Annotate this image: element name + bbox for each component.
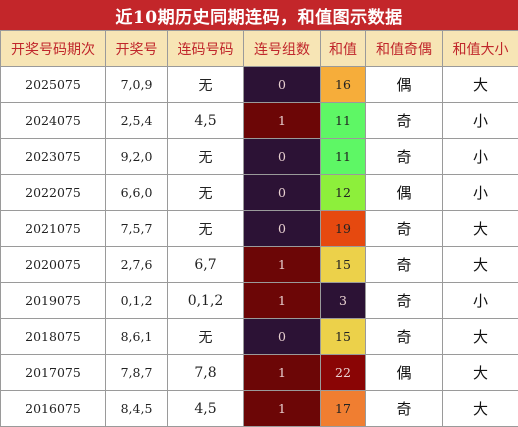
period-cell: 2024075 <box>1 103 106 139</box>
parity-cell: 偶 <box>366 355 443 391</box>
size-cell: 大 <box>443 319 518 355</box>
numbers-cell: 9,2,0 <box>106 139 168 175</box>
sum-cell: 17 <box>321 391 366 427</box>
parity-cell: 奇 <box>366 391 443 427</box>
numbers-cell: 6,6,0 <box>106 175 168 211</box>
size-cell: 大 <box>443 67 518 103</box>
table-row: 2022075 6,6,0 无 0 12 偶 小 <box>1 175 518 211</box>
lianma-cell: 4,5 <box>168 391 244 427</box>
size-cell: 小 <box>443 139 518 175</box>
groups-cell: 0 <box>244 319 321 355</box>
header-numbers: 开奖号 <box>106 31 168 67</box>
numbers-cell: 7,5,7 <box>106 211 168 247</box>
lianma-cell: 6,7 <box>168 247 244 283</box>
lianma-cell: 0,1,2 <box>168 283 244 319</box>
groups-cell: 0 <box>244 175 321 211</box>
table-row: 2024075 2,5,4 4,5 1 11 奇 小 <box>1 103 518 139</box>
parity-cell: 奇 <box>366 103 443 139</box>
groups-cell: 1 <box>244 283 321 319</box>
numbers-cell: 8,4,5 <box>106 391 168 427</box>
size-cell: 小 <box>443 103 518 139</box>
sum-cell: 16 <box>321 67 366 103</box>
period-cell: 2021075 <box>1 211 106 247</box>
parity-cell: 奇 <box>366 247 443 283</box>
table-row: 2025075 7,0,9 无 0 16 偶 大 <box>1 67 518 103</box>
panel-title: 近10期历史同期连码，和值图示数据 <box>0 0 518 30</box>
lianma-cell: 无 <box>168 319 244 355</box>
lianma-cell: 4,5 <box>168 103 244 139</box>
lianma-cell: 无 <box>168 67 244 103</box>
numbers-cell: 7,8,7 <box>106 355 168 391</box>
table-row: 2017075 7,8,7 7,8 1 22 偶 大 <box>1 355 518 391</box>
groups-cell: 0 <box>244 139 321 175</box>
table-row: 2023075 9,2,0 无 0 11 奇 小 <box>1 139 518 175</box>
groups-cell: 0 <box>244 67 321 103</box>
header-parity: 和值奇偶 <box>366 31 443 67</box>
lianma-cell: 无 <box>168 175 244 211</box>
period-cell: 2018075 <box>1 319 106 355</box>
period-cell: 2022075 <box>1 175 106 211</box>
size-cell: 大 <box>443 247 518 283</box>
period-cell: 2023075 <box>1 139 106 175</box>
lianma-cell: 无 <box>168 139 244 175</box>
history-table: 开奖号码期次 开奖号 连码号码 连号组数 和值 和值奇偶 和值大小 202507… <box>0 30 518 427</box>
header-size: 和值大小 <box>443 31 518 67</box>
header-period: 开奖号码期次 <box>1 31 106 67</box>
lottery-history-panel: 近10期历史同期连码，和值图示数据 开奖号码期次 开奖号 连码号码 连号组数 和… <box>0 0 518 415</box>
period-cell: 2016075 <box>1 391 106 427</box>
numbers-cell: 2,7,6 <box>106 247 168 283</box>
parity-cell: 奇 <box>366 139 443 175</box>
size-cell: 大 <box>443 355 518 391</box>
lianma-cell: 7,8 <box>168 355 244 391</box>
table-row: 2016075 8,4,5 4,5 1 17 奇 大 <box>1 391 518 427</box>
lianma-cell: 无 <box>168 211 244 247</box>
header-sum: 和值 <box>321 31 366 67</box>
groups-cell: 1 <box>244 355 321 391</box>
numbers-cell: 0,1,2 <box>106 283 168 319</box>
parity-cell: 奇 <box>366 319 443 355</box>
period-cell: 2025075 <box>1 67 106 103</box>
size-cell: 大 <box>443 391 518 427</box>
groups-cell: 1 <box>244 391 321 427</box>
size-cell: 小 <box>443 283 518 319</box>
sum-cell: 15 <box>321 247 366 283</box>
sum-cell: 11 <box>321 103 366 139</box>
numbers-cell: 7,0,9 <box>106 67 168 103</box>
sum-cell: 22 <box>321 355 366 391</box>
table-row: 2021075 7,5,7 无 0 19 奇 大 <box>1 211 518 247</box>
table-row: 2020075 2,7,6 6,7 1 15 奇 大 <box>1 247 518 283</box>
sum-cell: 19 <box>321 211 366 247</box>
parity-cell: 奇 <box>366 283 443 319</box>
table-body: 2025075 7,0,9 无 0 16 偶 大 2024075 2,5,4 4… <box>1 67 518 427</box>
groups-cell: 1 <box>244 247 321 283</box>
parity-cell: 偶 <box>366 175 443 211</box>
header-groups: 连号组数 <box>244 31 321 67</box>
groups-cell: 1 <box>244 103 321 139</box>
period-cell: 2019075 <box>1 283 106 319</box>
parity-cell: 偶 <box>366 67 443 103</box>
sum-cell: 3 <box>321 283 366 319</box>
sum-cell: 12 <box>321 175 366 211</box>
size-cell: 小 <box>443 175 518 211</box>
table-row: 2018075 8,6,1 无 0 15 奇 大 <box>1 319 518 355</box>
numbers-cell: 8,6,1 <box>106 319 168 355</box>
numbers-cell: 2,5,4 <box>106 103 168 139</box>
groups-cell: 0 <box>244 211 321 247</box>
size-cell: 大 <box>443 211 518 247</box>
period-cell: 2020075 <box>1 247 106 283</box>
sum-cell: 15 <box>321 319 366 355</box>
parity-cell: 奇 <box>366 211 443 247</box>
table-row: 2019075 0,1,2 0,1,2 1 3 奇 小 <box>1 283 518 319</box>
header-row: 开奖号码期次 开奖号 连码号码 连号组数 和值 和值奇偶 和值大小 <box>1 31 518 67</box>
sum-cell: 11 <box>321 139 366 175</box>
header-lianma: 连码号码 <box>168 31 244 67</box>
period-cell: 2017075 <box>1 355 106 391</box>
